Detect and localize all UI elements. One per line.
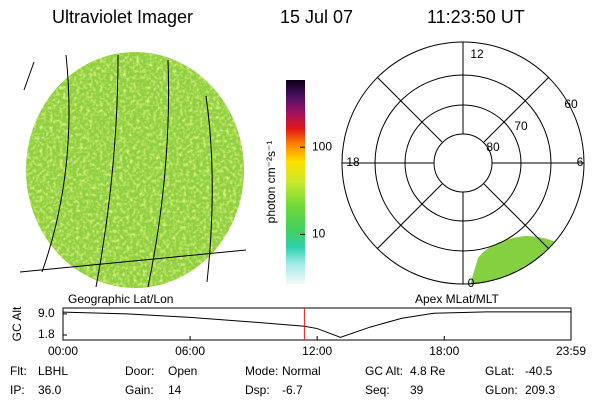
x-tick-label: 12:00 <box>302 344 332 358</box>
meridian <box>95 54 119 288</box>
date: 15 Jul 07 <box>280 7 353 27</box>
geographic-image <box>19 52 247 288</box>
spokes <box>342 42 584 284</box>
field-value: Open <box>168 364 197 378</box>
mlt-label: 12 <box>470 47 484 61</box>
mlt-label: 18 <box>346 155 360 169</box>
timeline-ylabel: GC Alt <box>10 306 24 341</box>
field-label: GC Alt: <box>365 364 403 378</box>
timeline-frame <box>62 307 572 341</box>
altitude-curve <box>62 311 571 338</box>
field-value: 4.8 Re <box>410 364 446 378</box>
aurora <box>468 236 584 284</box>
colorbar-tick-label: 100 <box>312 139 332 153</box>
ring <box>433 133 493 193</box>
field-value: 36.0 <box>38 383 62 397</box>
field-value: -40.5 <box>525 364 553 378</box>
instrument: Ultraviolet Imager <box>52 7 193 27</box>
x-tick-label: 23:59 <box>556 344 586 358</box>
field-label: IP: <box>10 383 25 397</box>
field-label: Seq: <box>365 383 390 397</box>
x-tick-label: 00:00 <box>48 344 78 358</box>
field-value: -6.7 <box>282 383 303 397</box>
panel-label: Apex MLat/MLT <box>415 292 499 306</box>
earth-texture <box>26 52 244 288</box>
colorbar-label: photon cm⁻²s⁻¹ <box>264 141 278 224</box>
mlat-label: 60 <box>564 97 578 111</box>
field-value: LBHL <box>38 364 68 378</box>
parallel <box>19 249 247 273</box>
meridian <box>41 54 70 273</box>
polar-plot: 12 6 0 18 60 70 80 <box>341 41 585 290</box>
field-value: Normal <box>282 364 321 378</box>
colorbar-tick-label: 10 <box>312 227 326 241</box>
mlat-label: 80 <box>486 140 500 154</box>
x-tick-label: 18:00 <box>429 344 459 358</box>
field-label: Dsp: <box>245 383 270 397</box>
field-label: Flt: <box>10 364 27 378</box>
y-tick-label: 9.0 <box>38 306 55 320</box>
panel-label: Geographic Lat/Lon <box>68 292 173 306</box>
time: 11:23:50 UT <box>427 7 525 27</box>
field-value: 14 <box>168 383 182 397</box>
field-label: Door: <box>125 364 154 378</box>
x-tick-label: 06:00 <box>175 344 205 358</box>
colorbar <box>286 80 305 284</box>
meridian <box>147 59 170 288</box>
parallel <box>23 61 35 91</box>
field-value: 39 <box>410 383 424 397</box>
field-value: 209.3 <box>525 383 555 397</box>
field-label: Gain: <box>125 383 154 397</box>
mlt-label: 0 <box>468 276 475 290</box>
field-label: Mode: <box>245 364 278 378</box>
mlt-label: 6 <box>577 155 584 169</box>
mlat-label: 70 <box>514 119 528 133</box>
field-label: GLon: <box>485 383 518 397</box>
meridian <box>205 95 213 283</box>
field-label: GLat: <box>485 364 514 378</box>
y-tick-label: 1.8 <box>38 327 55 341</box>
